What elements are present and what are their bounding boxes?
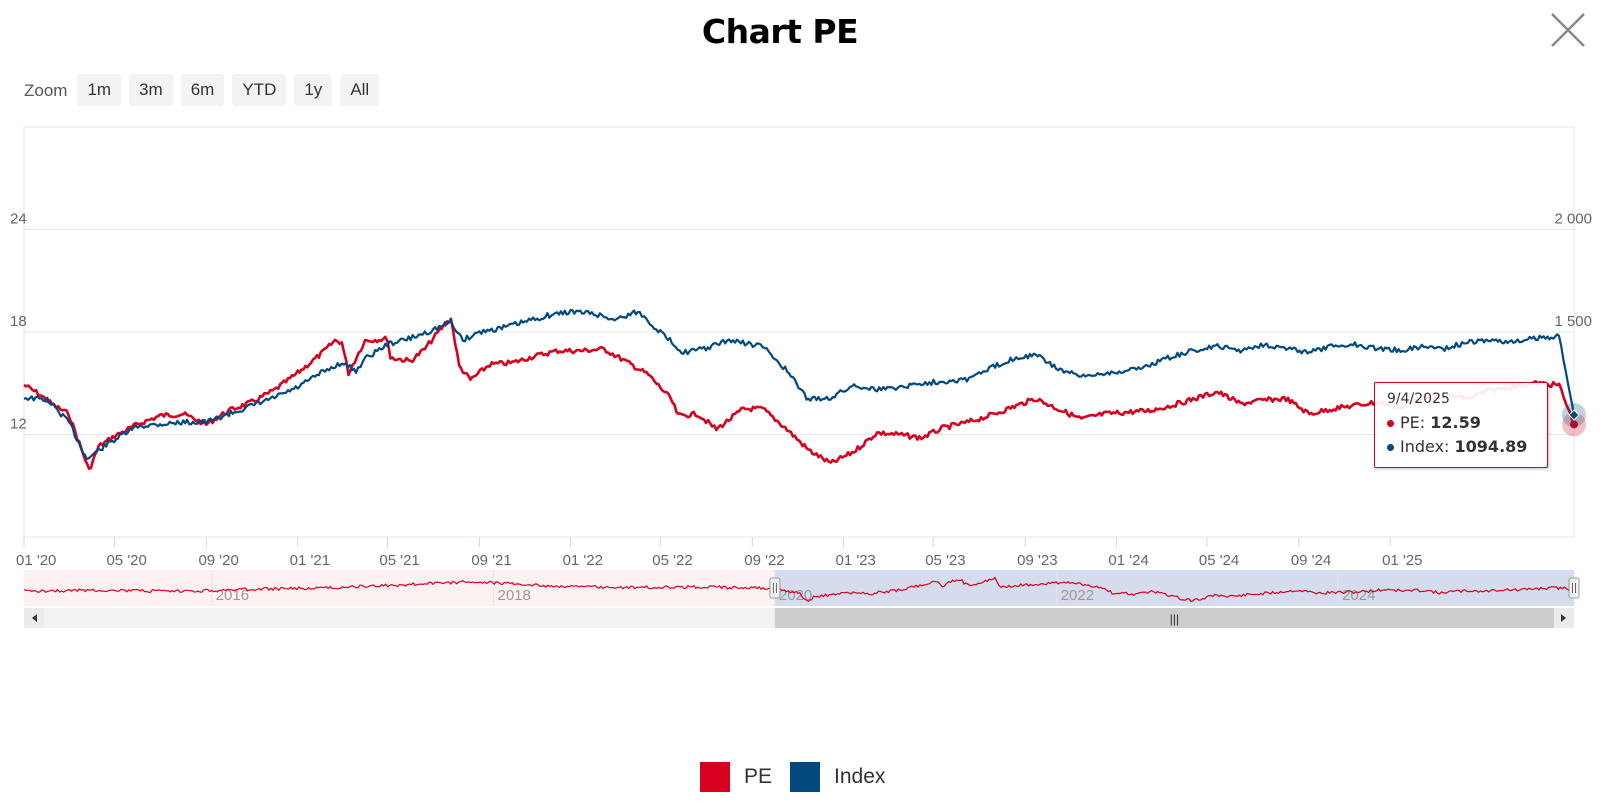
x-tick-label: 01 '22 [563, 552, 603, 569]
y-right-tick-label: 1 500 [1554, 313, 1592, 330]
x-tick-label: 05 '22 [652, 552, 692, 569]
legend-label-index: Index [834, 765, 886, 788]
legend-swatch-pe [700, 762, 730, 792]
x-tick-label: 01 '25 [1382, 552, 1422, 569]
legend-item-index[interactable]: Index [790, 762, 885, 792]
navigator-left-handle [769, 577, 781, 599]
series-line-index [23, 308, 1576, 461]
scrollbar-grip-icon: ||| [1170, 612, 1179, 626]
zoom-1m-button[interactable]: 1m [77, 74, 122, 106]
x-tick-label: 01 '24 [1108, 552, 1148, 569]
page-title: Chart PE [701, 12, 859, 51]
x-tick-label: 05 '20 [106, 552, 146, 569]
tooltip-pe-label: PE: [1400, 413, 1426, 432]
x-tick-label: 09 '24 [1291, 552, 1331, 569]
zoom-all-button[interactable]: All [340, 74, 380, 106]
scroll-right-arrow-icon [1561, 614, 1566, 622]
navigator-series-line [23, 576, 1575, 603]
scrollbar-thumb [774, 608, 1574, 628]
navigator-selected-area [774, 570, 1574, 606]
legend-swatch-index [790, 762, 821, 792]
tooltip-index-value: 1094.89 [1454, 437, 1528, 456]
close-button[interactable] [1548, 10, 1588, 50]
tooltip-index-label: Index: [1400, 437, 1450, 456]
navigator-right-handle [1568, 577, 1580, 599]
chart-tooltip: 9/4/2025 PE: 12.59 Index: 1094.89 [1374, 382, 1548, 468]
tooltip-pe-row: PE: 12.59 [1387, 413, 1481, 432]
series-line-pe [23, 317, 1576, 470]
legend-item-pe[interactable]: PE [700, 762, 772, 792]
index-hover-marker [1568, 409, 1580, 421]
x-tick-label: 09 '20 [198, 552, 238, 569]
pe-hover-marker [1570, 420, 1578, 429]
x-tick-label: 09 '21 [471, 552, 511, 569]
y-left-tick-label: 12 [10, 416, 27, 433]
x-tick-label: 09 '22 [744, 552, 784, 569]
tooltip-date: 9/4/2025 [1387, 391, 1450, 407]
zoom-1y-button[interactable]: 1y [294, 74, 333, 106]
close-icon [1551, 13, 1585, 47]
x-tick-label: 05 '21 [379, 552, 419, 569]
navigator-year-label: 2022 [1061, 587, 1094, 604]
navigator-year-label: 2018 [498, 587, 531, 604]
x-tick-label: 09 '23 [1017, 552, 1057, 569]
scroll-left-arrow-icon [32, 614, 37, 622]
tooltip-pe-value: 12.59 [1430, 413, 1481, 432]
y-left-tick-label: 24 [10, 211, 27, 228]
pe-dot-icon [1387, 420, 1394, 427]
zoom-3m-button[interactable]: 3m [129, 74, 173, 106]
x-tick-label: 05 '23 [925, 552, 965, 569]
x-tick-label: 01 '20 [16, 552, 56, 569]
zoom-6m-button[interactable]: 6m [180, 74, 225, 106]
chart-legend: PE Index [700, 762, 903, 792]
zoom-label: Zoom [24, 81, 68, 100]
navigator-year-label: 2016 [216, 587, 249, 604]
zoom-ytd-button[interactable]: YTD [232, 74, 287, 106]
y-left-tick-label: 18 [10, 313, 27, 330]
index-dot-icon [1387, 444, 1394, 451]
y-right-tick-label: 2 000 [1554, 211, 1592, 228]
x-tick-label: 01 '21 [290, 552, 330, 569]
x-tick-label: 01 '23 [835, 552, 875, 569]
legend-label-pe: PE [744, 765, 773, 788]
tooltip-index-row: Index: 1094.89 [1387, 437, 1527, 456]
x-tick-label: 05 '24 [1199, 552, 1239, 569]
zoom-controls: Zoom 1m 3m 6m YTD 1y All [24, 74, 380, 106]
